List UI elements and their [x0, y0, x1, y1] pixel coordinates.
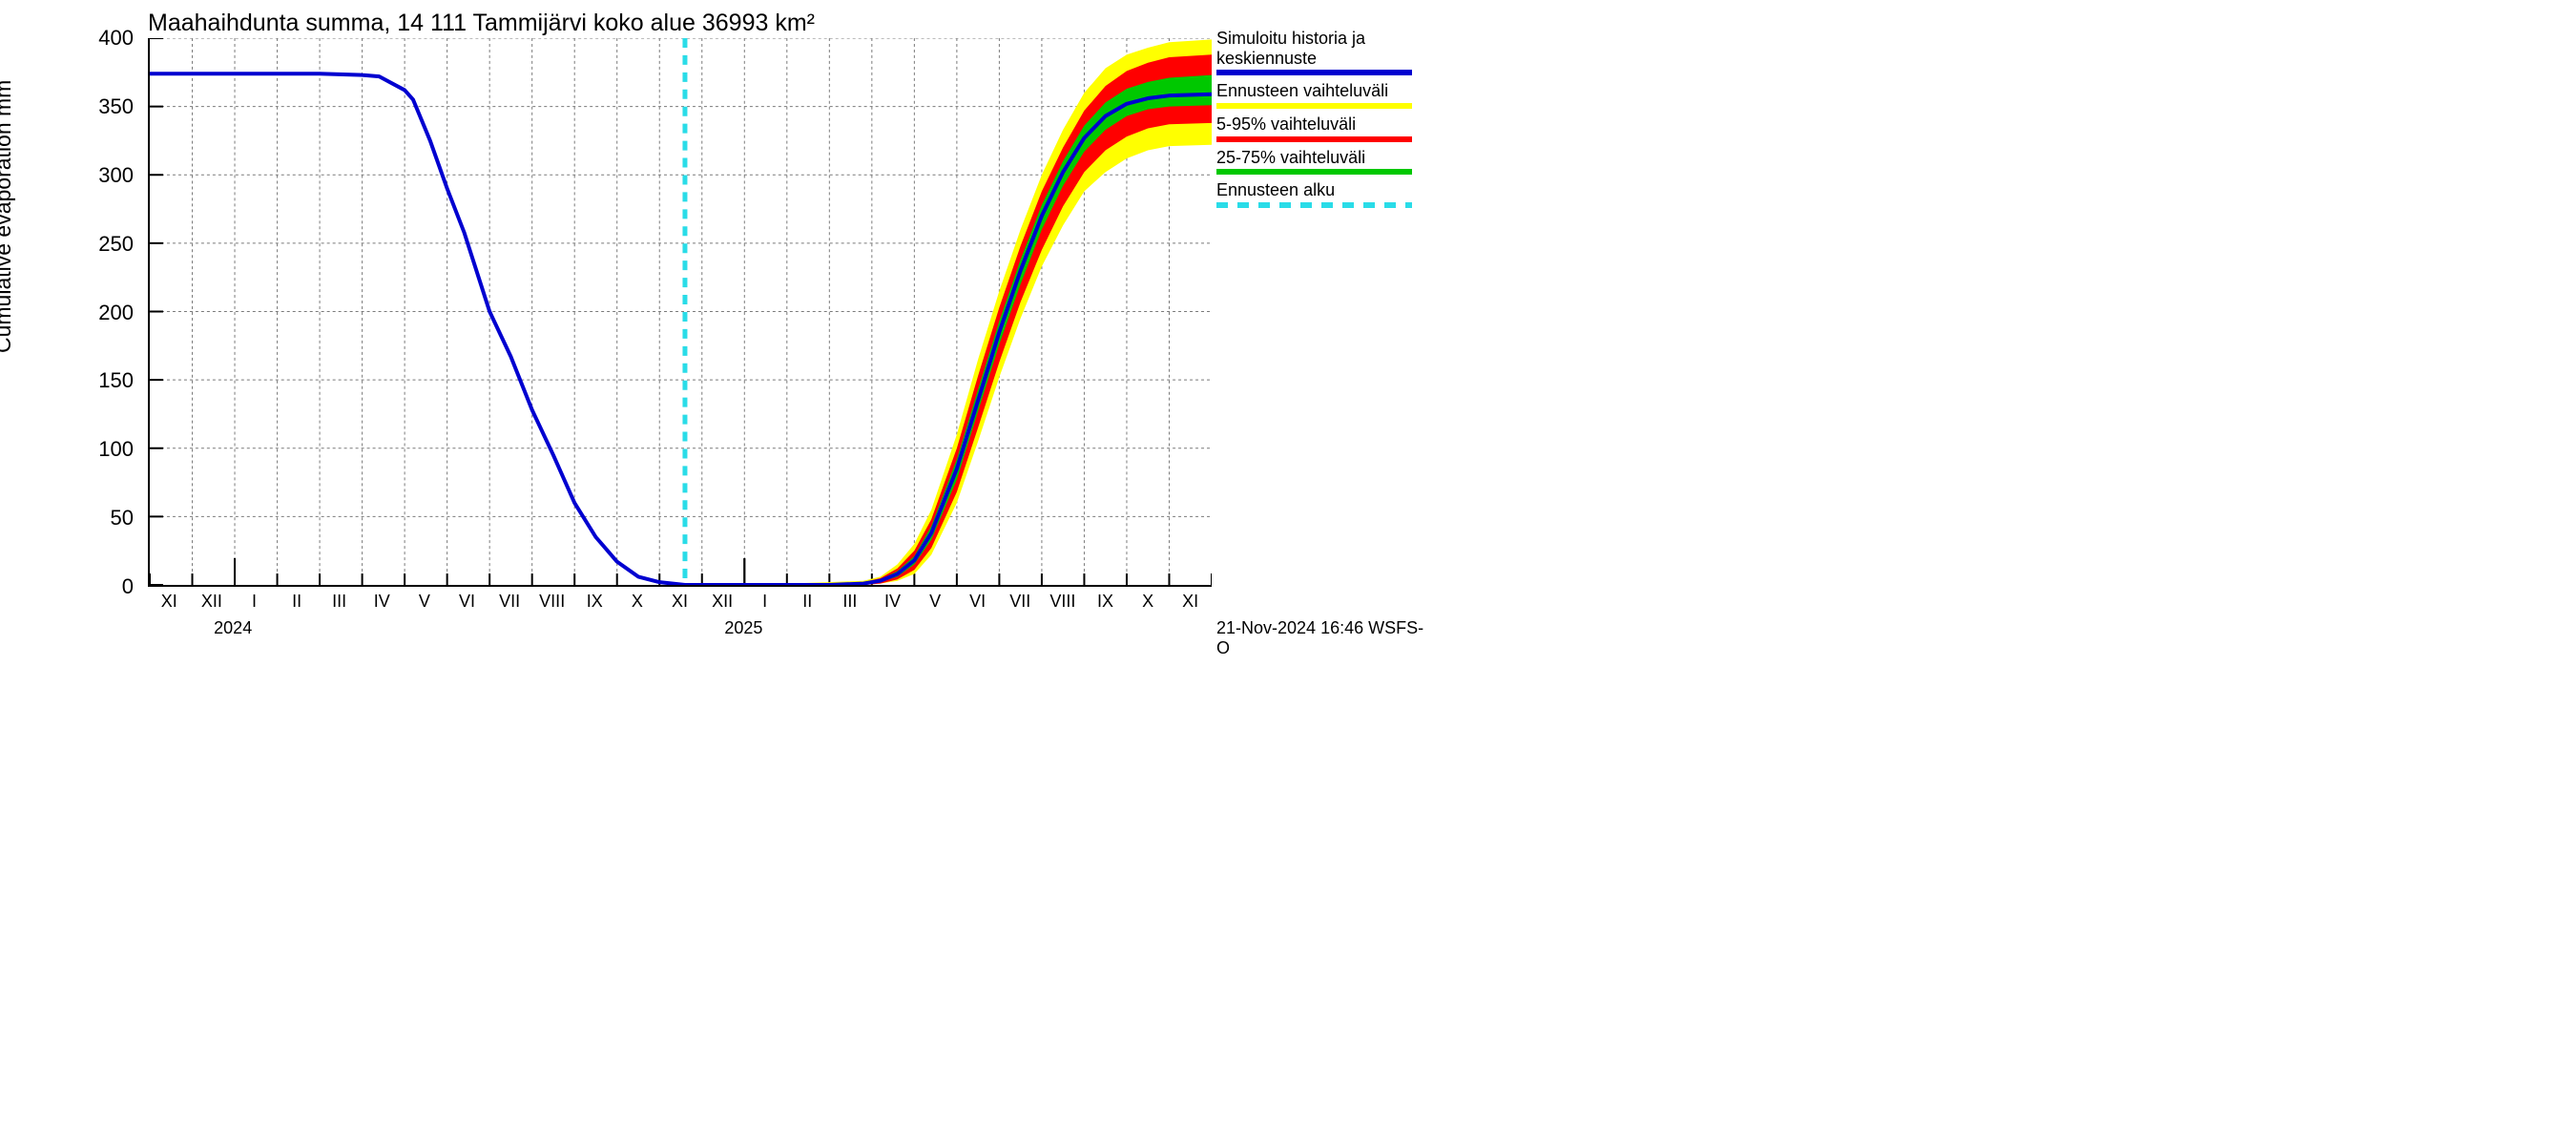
legend-item: 5-95% vaihteluväli: [1216, 114, 1426, 142]
x-tick-label: VIII: [539, 592, 565, 612]
x-tick-label: V: [419, 592, 430, 612]
legend-item: 25-75% vaihteluväli: [1216, 148, 1426, 176]
x-tick-label: X: [632, 592, 643, 612]
y-axis-label: Cumulative evaporation mm: [0, 80, 16, 353]
x-tick-label: IV: [374, 592, 390, 612]
y-tick-label: 0: [122, 574, 134, 599]
x-year-label: 2024: [214, 618, 252, 638]
y-tick-label: 150: [98, 368, 134, 393]
x-tick-label: VIII: [1049, 592, 1075, 612]
x-tick-label: IV: [884, 592, 901, 612]
x-tick-label: I: [762, 592, 767, 612]
x-tick-label: XI: [672, 592, 688, 612]
x-tick-label: VII: [499, 592, 520, 612]
x-tick-label: I: [252, 592, 257, 612]
legend-label: Simuloitu historia ja keskiennuste: [1216, 29, 1426, 68]
y-tick-label: 350: [98, 94, 134, 119]
legend-label: Ennusteen alku: [1216, 180, 1426, 200]
x-tick-label: XI: [1182, 592, 1198, 612]
x-tick-label: II: [292, 592, 301, 612]
x-tick-label: III: [842, 592, 857, 612]
x-tick-label: V: [929, 592, 941, 612]
plot-area: [148, 38, 1212, 587]
plot-svg: [150, 38, 1212, 585]
y-tick-label: 400: [98, 26, 134, 51]
y-tick-label: 100: [98, 437, 134, 462]
chart-title: Maahaihdunta summa, 14 111 Tammijärvi ko…: [148, 10, 815, 37]
legend-swatch: [1216, 202, 1412, 208]
legend-swatch: [1216, 169, 1412, 175]
x-tick-label: VI: [969, 592, 986, 612]
x-tick-label: VII: [1009, 592, 1030, 612]
x-tick-label: III: [332, 592, 346, 612]
x-tick-label: VI: [459, 592, 475, 612]
x-tick-label: IX: [1097, 592, 1113, 612]
x-tick-label: XII: [201, 592, 222, 612]
x-tick-label: XII: [712, 592, 733, 612]
chart-container: Maahaihdunta summa, 14 111 Tammijärvi ko…: [0, 0, 1431, 668]
legend-swatch: [1216, 103, 1412, 109]
legend: Simuloitu historia ja keskiennuste Ennust…: [1216, 29, 1426, 214]
y-tick-label: 250: [98, 232, 134, 257]
legend-label: 25-75% vaihteluväli: [1216, 148, 1426, 168]
y-tick-label: 200: [98, 301, 134, 325]
legend-swatch: [1216, 136, 1412, 142]
y-tick-label: 300: [98, 163, 134, 188]
legend-label: Ennusteen vaihteluväli: [1216, 81, 1426, 101]
x-tick-label: X: [1142, 592, 1153, 612]
y-tick-label: 50: [111, 506, 134, 531]
legend-swatch: [1216, 70, 1412, 75]
legend-item: Ennusteen vaihteluväli: [1216, 81, 1426, 109]
footer-timestamp: 21-Nov-2024 16:46 WSFS-O: [1216, 618, 1431, 658]
x-tick-label: XI: [161, 592, 177, 612]
legend-label: 5-95% vaihteluväli: [1216, 114, 1426, 135]
x-year-label: 2025: [724, 618, 762, 638]
legend-item: Simuloitu historia ja keskiennuste: [1216, 29, 1426, 75]
x-tick-label: II: [802, 592, 812, 612]
x-tick-label: IX: [587, 592, 603, 612]
legend-item: Ennusteen alku: [1216, 180, 1426, 208]
